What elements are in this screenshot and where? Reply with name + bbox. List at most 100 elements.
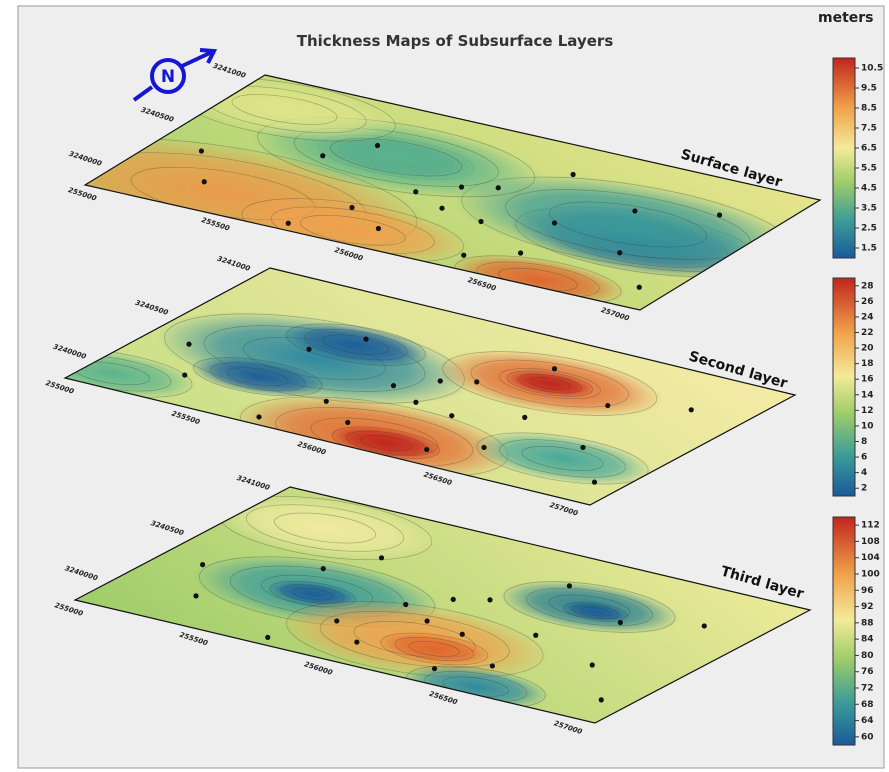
well bbox=[533, 633, 538, 638]
well bbox=[459, 184, 464, 189]
well bbox=[334, 618, 339, 623]
colorbar-label: 7.5 bbox=[861, 124, 877, 134]
colorbar-label: 112 bbox=[861, 521, 880, 531]
well bbox=[186, 342, 191, 347]
well bbox=[413, 189, 418, 194]
colorbar-label: 4.5 bbox=[861, 184, 877, 194]
well bbox=[478, 219, 483, 224]
well bbox=[522, 415, 527, 420]
well bbox=[460, 632, 465, 637]
colorbar-label: 18 bbox=[861, 359, 874, 369]
colorbar-label: 76 bbox=[861, 667, 874, 677]
colorbar-label: 6.5 bbox=[861, 144, 877, 154]
colorbar-label: 100 bbox=[861, 570, 880, 580]
well bbox=[689, 407, 694, 412]
well bbox=[391, 383, 396, 388]
well bbox=[605, 403, 610, 408]
well bbox=[193, 593, 198, 598]
well bbox=[599, 697, 604, 702]
well bbox=[379, 555, 384, 560]
colorbar-label: 10 bbox=[861, 421, 874, 431]
colorbar-label: 16 bbox=[861, 375, 874, 385]
colorbar-label: 80 bbox=[861, 651, 874, 661]
well bbox=[552, 220, 557, 225]
colorbar-label: 72 bbox=[861, 684, 874, 694]
well bbox=[375, 143, 380, 148]
well bbox=[199, 148, 204, 153]
colorbar-label: 14 bbox=[861, 390, 874, 400]
unit: meters bbox=[818, 10, 874, 26]
colorbar-label: 2 bbox=[861, 484, 867, 494]
colorbar-label: 4 bbox=[861, 468, 867, 478]
well bbox=[567, 583, 572, 588]
colorbar-label: 88 bbox=[861, 618, 874, 628]
colorbar-label: 1.5 bbox=[861, 244, 877, 254]
well bbox=[432, 666, 437, 671]
well bbox=[413, 400, 418, 405]
well bbox=[449, 413, 454, 418]
colorbar-label: 3.5 bbox=[861, 204, 877, 214]
well bbox=[487, 597, 492, 602]
colorbar-label: 84 bbox=[861, 635, 874, 645]
title: Thickness Maps of Subsurface Layers bbox=[297, 32, 614, 50]
well bbox=[286, 221, 291, 226]
well bbox=[618, 620, 623, 625]
colorbar-label: 22 bbox=[861, 328, 874, 338]
colorbar-label: 8 bbox=[861, 437, 867, 447]
well bbox=[438, 378, 443, 383]
colorbar-label: 108 bbox=[861, 537, 880, 547]
colorbar-label: 9.5 bbox=[861, 84, 877, 94]
well bbox=[349, 205, 354, 210]
colorbar bbox=[833, 58, 855, 258]
well bbox=[306, 347, 311, 352]
well bbox=[403, 602, 408, 607]
colorbar-label: 96 bbox=[861, 586, 874, 596]
well bbox=[481, 445, 486, 450]
colorbar bbox=[833, 278, 855, 496]
colorbar-label: 8.5 bbox=[861, 104, 877, 114]
well bbox=[324, 399, 329, 404]
colorbar-label: 12 bbox=[861, 406, 874, 416]
well bbox=[202, 179, 207, 184]
page: Thickness Maps of Subsurface Layers mete… bbox=[0, 0, 889, 772]
well bbox=[571, 172, 576, 177]
colorbar-label: 60 bbox=[861, 732, 874, 742]
well bbox=[363, 337, 368, 342]
well bbox=[265, 635, 270, 640]
well bbox=[425, 618, 430, 623]
well bbox=[321, 566, 326, 571]
well bbox=[474, 379, 479, 384]
colorbar-label: 10.5 bbox=[861, 64, 883, 74]
colorbar-label: 28 bbox=[861, 281, 874, 291]
well bbox=[518, 250, 523, 255]
well bbox=[590, 662, 595, 667]
colorbar-label: 26 bbox=[861, 297, 874, 307]
well bbox=[451, 597, 456, 602]
well bbox=[617, 250, 622, 255]
well bbox=[580, 445, 585, 450]
colorbar-label: 5.5 bbox=[861, 164, 877, 174]
colorbar-label: 104 bbox=[861, 553, 880, 563]
well bbox=[345, 420, 350, 425]
well bbox=[439, 206, 444, 211]
well bbox=[376, 226, 381, 231]
well bbox=[320, 153, 325, 158]
well bbox=[490, 663, 495, 668]
colorbar-label: 92 bbox=[861, 602, 874, 612]
colorbar-label: 24 bbox=[861, 312, 874, 322]
well bbox=[354, 639, 359, 644]
well bbox=[702, 623, 707, 628]
colorbar bbox=[833, 517, 855, 745]
figure: Thickness Maps of Subsurface Layers mete… bbox=[0, 0, 889, 772]
colorbar-label: 2.5 bbox=[861, 224, 877, 234]
well bbox=[496, 185, 501, 190]
svg-text:N: N bbox=[161, 67, 175, 87]
well bbox=[632, 208, 637, 213]
well bbox=[200, 562, 205, 567]
well bbox=[424, 447, 429, 452]
well bbox=[592, 480, 597, 485]
colorbar-label: 64 bbox=[861, 716, 874, 726]
colorbar-label: 68 bbox=[861, 700, 874, 710]
well bbox=[552, 366, 557, 371]
well bbox=[256, 414, 261, 419]
